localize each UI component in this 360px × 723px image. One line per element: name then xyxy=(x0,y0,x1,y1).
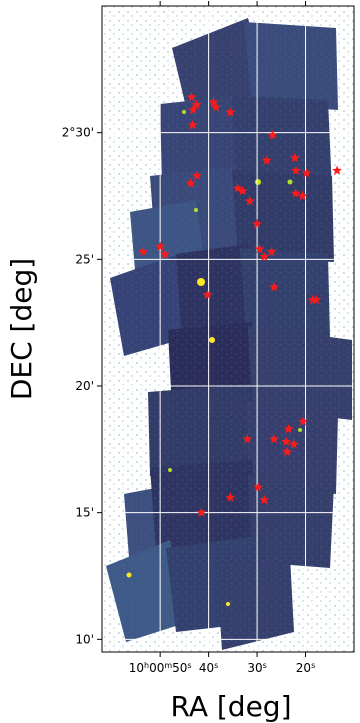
star-marker xyxy=(196,507,207,517)
x-axis-ticks: 10h00m50s 40s 30s 20s xyxy=(129,1,315,676)
star-marker xyxy=(281,436,292,446)
star-marker xyxy=(282,446,293,457)
star-marker xyxy=(186,92,197,102)
y-tick-label: 10' xyxy=(75,632,94,646)
star-marker xyxy=(301,168,312,178)
bright-source xyxy=(298,428,302,432)
bright-source xyxy=(255,179,261,185)
star-marker xyxy=(290,188,301,198)
star-marker xyxy=(244,195,255,206)
star-marker xyxy=(269,434,279,444)
star-marker xyxy=(254,244,265,254)
x-tick-label: 20s xyxy=(296,661,315,676)
grid-lines xyxy=(102,6,354,652)
star-marker xyxy=(290,165,301,175)
y-tick-label: 20' xyxy=(75,379,94,393)
star-marker xyxy=(259,251,270,262)
star-marker xyxy=(269,282,279,292)
star-marker xyxy=(261,155,272,165)
star-marker xyxy=(332,165,342,175)
x-tick-label: 30s xyxy=(247,661,266,676)
star-marker xyxy=(266,246,277,256)
bright-source xyxy=(182,110,186,114)
star-marker xyxy=(188,104,199,115)
x-tick-label: 40s xyxy=(199,661,218,676)
x-tick-label: 10h00m50s xyxy=(129,661,192,676)
bright-source xyxy=(126,572,132,578)
red-star-markers xyxy=(138,92,342,517)
star-marker xyxy=(253,482,263,492)
star-marker xyxy=(192,170,202,180)
y-axis-ticks: 2°30' 25' 20' 15' 10' xyxy=(62,126,102,646)
star-marker xyxy=(237,185,248,196)
star-marker xyxy=(225,492,236,502)
star-marker xyxy=(267,130,278,140)
y-tick-label: 15' xyxy=(75,506,94,520)
star-marker xyxy=(202,289,213,300)
plot-frame xyxy=(101,5,355,653)
y-tick-label: 2°30' xyxy=(62,126,94,140)
star-marker xyxy=(288,439,299,449)
star-marker xyxy=(297,190,308,201)
star-marker xyxy=(259,494,270,505)
y-tick-label: 25' xyxy=(75,252,94,266)
image-mosaic xyxy=(102,6,354,652)
star-marker xyxy=(210,102,221,112)
bright-source xyxy=(226,602,230,606)
star-marker xyxy=(160,249,170,259)
x-axis-label: RA [deg] xyxy=(171,690,292,723)
star-marker xyxy=(311,294,322,305)
star-marker xyxy=(187,119,198,130)
y-axis-label: DEC [deg] xyxy=(5,258,38,400)
bright-source xyxy=(209,337,215,343)
star-marker xyxy=(252,218,263,229)
star-marker xyxy=(138,246,149,256)
star-marker xyxy=(242,434,253,444)
plot-area xyxy=(102,6,354,652)
bright-source xyxy=(194,208,198,212)
star-marker xyxy=(298,416,309,426)
star-marker xyxy=(289,152,300,163)
bright-source xyxy=(287,179,293,185)
star-marker xyxy=(185,178,196,188)
bright-source xyxy=(168,468,172,472)
star-marker xyxy=(283,423,294,434)
star-marker xyxy=(208,97,219,107)
star-marker xyxy=(155,241,166,251)
star-marker xyxy=(225,107,236,117)
star-marker xyxy=(232,183,243,193)
star-marker xyxy=(191,99,202,110)
mosaic-speckle xyxy=(102,6,354,652)
bright-source xyxy=(197,278,205,286)
